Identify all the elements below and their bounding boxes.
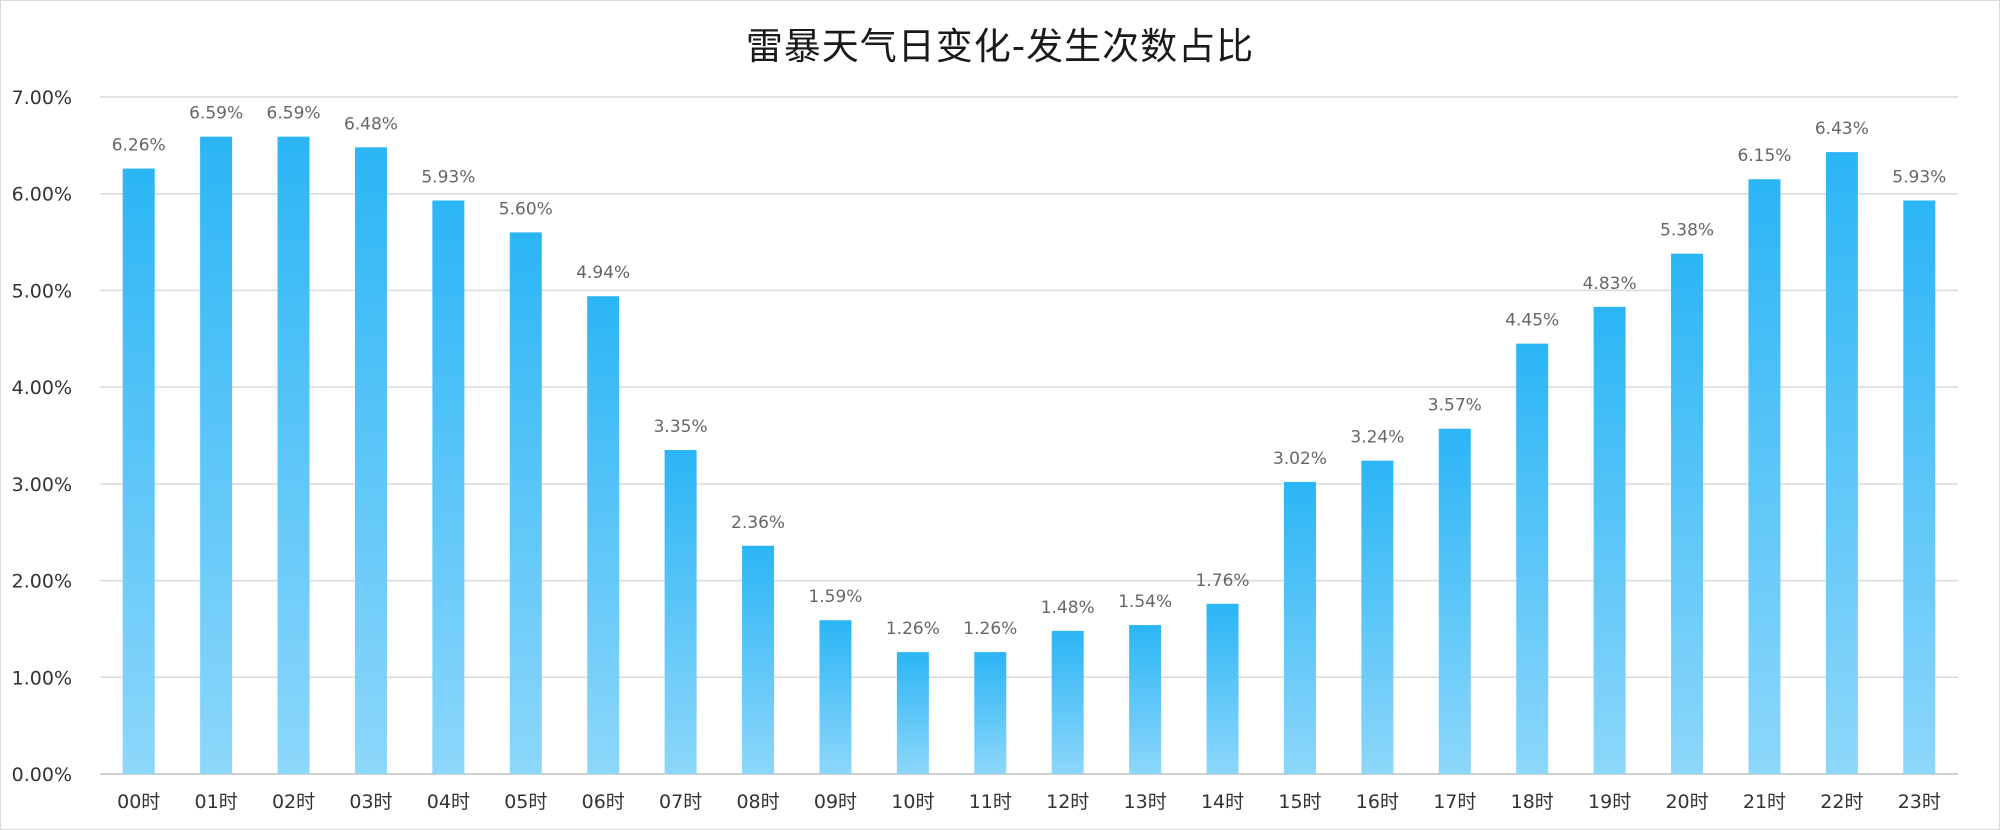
data-label: 1.54% — [1118, 592, 1172, 612]
data-label: 3.24% — [1350, 428, 1404, 448]
bar — [819, 620, 852, 774]
y-tick-label: 2.00% — [12, 571, 72, 593]
bars — [122, 136, 1936, 775]
y-axis-tick-labels: 0.00% 1.00% 2.00% 3.00% 4.00% 5.00% 6.00% 7.00% — [12, 87, 72, 786]
y-tick-label: 4.00% — [12, 377, 72, 399]
y-tick-label: 5.00% — [12, 280, 72, 302]
bar — [1671, 253, 1704, 775]
bar — [1593, 306, 1626, 774]
data-label: 6.48% — [344, 114, 398, 134]
x-tick-label: 09时 — [814, 791, 857, 813]
data-label: 6.59% — [189, 104, 243, 124]
bar — [896, 652, 929, 774]
bar — [1438, 428, 1471, 774]
data-label: 5.93% — [421, 167, 475, 187]
x-axis-tick-labels: 00时 01时 02时 03时 04时 05时 06时 07时 08时 09时 10时 11时 12时 1… — [117, 791, 1941, 813]
gridlines — [100, 96, 1958, 775]
bar — [1361, 460, 1394, 774]
x-tick-label: 04时 — [427, 791, 470, 813]
y-tick-label: 7.00% — [12, 87, 72, 109]
chart-title: 雷暴天气日变化-发生次数占比 — [745, 25, 1255, 68]
data-label: 1.26% — [963, 619, 1017, 639]
data-label: 4.83% — [1583, 274, 1637, 294]
data-label: 1.26% — [886, 619, 940, 639]
bar — [122, 168, 155, 774]
bar — [277, 136, 310, 775]
bar — [1903, 200, 1936, 775]
x-tick-label: 22时 — [1820, 791, 1863, 813]
bar — [354, 147, 387, 774]
x-tick-label: 05时 — [504, 791, 547, 813]
x-tick-label: 02时 — [272, 791, 315, 813]
x-tick-label: 08时 — [736, 791, 779, 813]
x-tick-label: 16时 — [1356, 791, 1399, 813]
data-label: 1.76% — [1196, 571, 1250, 591]
x-tick-label: 00时 — [117, 791, 160, 813]
y-tick-label: 3.00% — [12, 474, 72, 496]
y-tick-label: 0.00% — [12, 764, 72, 786]
data-label: 2.36% — [731, 513, 785, 533]
data-label: 6.26% — [112, 136, 166, 156]
data-label: 1.59% — [808, 587, 862, 607]
bar — [1206, 603, 1239, 774]
x-tick-label: 19时 — [1588, 791, 1631, 813]
x-tick-label: 11时 — [969, 791, 1012, 813]
x-tick-label: 10时 — [891, 791, 934, 813]
data-label: 5.93% — [1892, 167, 1946, 187]
data-label: 3.35% — [654, 417, 708, 437]
bar — [1825, 152, 1858, 774]
bar — [587, 296, 620, 774]
data-label: 4.45% — [1505, 311, 1559, 331]
bar — [1129, 625, 1162, 774]
bar — [1283, 481, 1316, 774]
data-label: 5.60% — [499, 199, 553, 219]
x-tick-label: 12时 — [1046, 791, 1089, 813]
data-label: 3.57% — [1428, 396, 1482, 416]
bar — [509, 232, 542, 774]
x-tick-label: 20时 — [1665, 791, 1708, 813]
bar — [1051, 630, 1084, 774]
bar — [742, 545, 775, 774]
data-label: 6.15% — [1737, 146, 1791, 166]
x-tick-label: 18时 — [1511, 791, 1554, 813]
x-tick-label: 03时 — [349, 791, 392, 813]
data-label: 3.02% — [1273, 449, 1327, 469]
data-label: 6.59% — [267, 104, 321, 124]
x-tick-label: 07时 — [659, 791, 702, 813]
x-tick-label: 14时 — [1201, 791, 1244, 813]
data-label: 6.43% — [1815, 119, 1869, 139]
bar — [432, 200, 465, 775]
bar — [974, 652, 1007, 774]
y-tick-label: 1.00% — [12, 667, 72, 689]
bar — [200, 136, 233, 775]
x-tick-label: 15时 — [1278, 791, 1321, 813]
bar — [664, 450, 697, 774]
data-label: 1.48% — [1041, 598, 1095, 618]
x-tick-label: 21时 — [1743, 791, 1786, 813]
x-tick-label: 01时 — [195, 791, 238, 813]
x-tick-label: 06时 — [582, 791, 625, 813]
y-tick-label: 6.00% — [12, 184, 72, 206]
x-tick-label: 13时 — [1124, 791, 1167, 813]
bar — [1748, 179, 1781, 774]
x-tick-label: 17时 — [1433, 791, 1476, 813]
x-tick-label: 23时 — [1898, 791, 1941, 813]
bar — [1516, 343, 1549, 774]
data-labels: 6.26% 6.59% 6.59% 6.48% 5.93% 5.60% 4.94% 3.35%… — [112, 104, 1947, 639]
data-label: 5.38% — [1660, 221, 1714, 241]
data-label: 4.94% — [576, 263, 630, 283]
